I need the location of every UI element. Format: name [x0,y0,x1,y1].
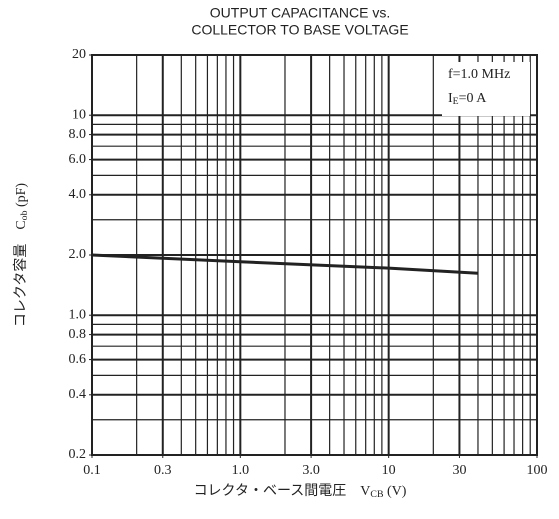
y-tick-label: 2.0 [69,247,87,262]
x-tick-label: 30 [452,463,466,478]
annotation-part: I [448,91,453,106]
x-axis-label: コレクタ・ベース間電圧 VCB (V) [194,483,407,500]
x-tick-label: 10 [382,463,396,478]
y-tick-label: 1.0 [69,307,87,322]
y-tick-label: 6.0 [69,152,87,167]
annotation-part: f=1.0 MHz [448,67,510,82]
y-tick-label: 0.4 [69,387,87,402]
annotation-part: =0 A [459,91,488,106]
y-tick-label: 0.2 [69,447,87,462]
annotation-part: E [453,96,459,107]
y-tick-label: 0.8 [69,327,87,342]
y-tick-label: 4.0 [69,187,87,202]
annotation-box [442,62,530,116]
y-tick-label: 10 [72,107,86,122]
x-axis-label-part: (V) [384,484,407,499]
x-axis-label-part: CB [370,489,384,500]
chart-title: OUTPUT CAPACITANCE vs. [210,5,390,21]
y-axis-label-part: (pF) [14,183,29,211]
x-tick-label: 0.3 [154,463,172,478]
x-tick-label: 3.0 [302,463,320,478]
y-tick-label: 20 [72,47,86,62]
data-line [91,253,479,275]
x-tick-label: 0.1 [83,463,101,478]
x-axis-label-part: コレクタ・ベース間電圧 V [194,483,371,499]
y-axis-label: コレクタ容量 Cob (pF) [12,183,30,328]
y-axis-label-part: ob [19,210,30,220]
annotation: IE=0 A [448,91,487,107]
annotation: f=1.0 MHz [448,67,510,82]
chart-title: COLLECTOR TO BASE VOLTAGE [191,22,408,38]
y-tick-label: 8.0 [69,127,87,142]
x-tick-label: 1.0 [232,463,250,478]
y-axis-label-part: コレクタ容量 C [12,220,29,327]
y-tick-label: 0.6 [69,352,87,367]
x-tick-label: 100 [527,463,548,478]
